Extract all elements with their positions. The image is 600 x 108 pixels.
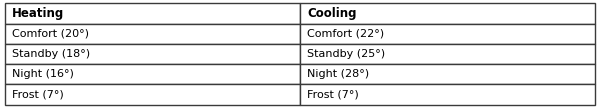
Bar — [300, 44, 595, 64]
Text: Comfort (22°): Comfort (22°) — [307, 29, 385, 39]
Text: Frost (7°): Frost (7°) — [12, 90, 64, 100]
Bar — [5, 24, 300, 44]
Bar — [300, 64, 595, 84]
Text: Comfort (20°): Comfort (20°) — [12, 29, 89, 39]
Text: Heating: Heating — [12, 7, 64, 20]
Text: Frost (7°): Frost (7°) — [307, 90, 359, 100]
Bar — [5, 3, 300, 24]
Bar — [300, 24, 595, 44]
Bar — [300, 3, 595, 24]
Bar — [5, 84, 300, 105]
Bar — [5, 64, 300, 84]
Text: Standby (25°): Standby (25°) — [307, 49, 385, 59]
Text: Standby (18°): Standby (18°) — [12, 49, 90, 59]
Bar — [300, 84, 595, 105]
Bar — [5, 44, 300, 64]
Text: Night (16°): Night (16°) — [12, 69, 74, 79]
Text: Cooling: Cooling — [307, 7, 356, 20]
Text: Night (28°): Night (28°) — [307, 69, 370, 79]
